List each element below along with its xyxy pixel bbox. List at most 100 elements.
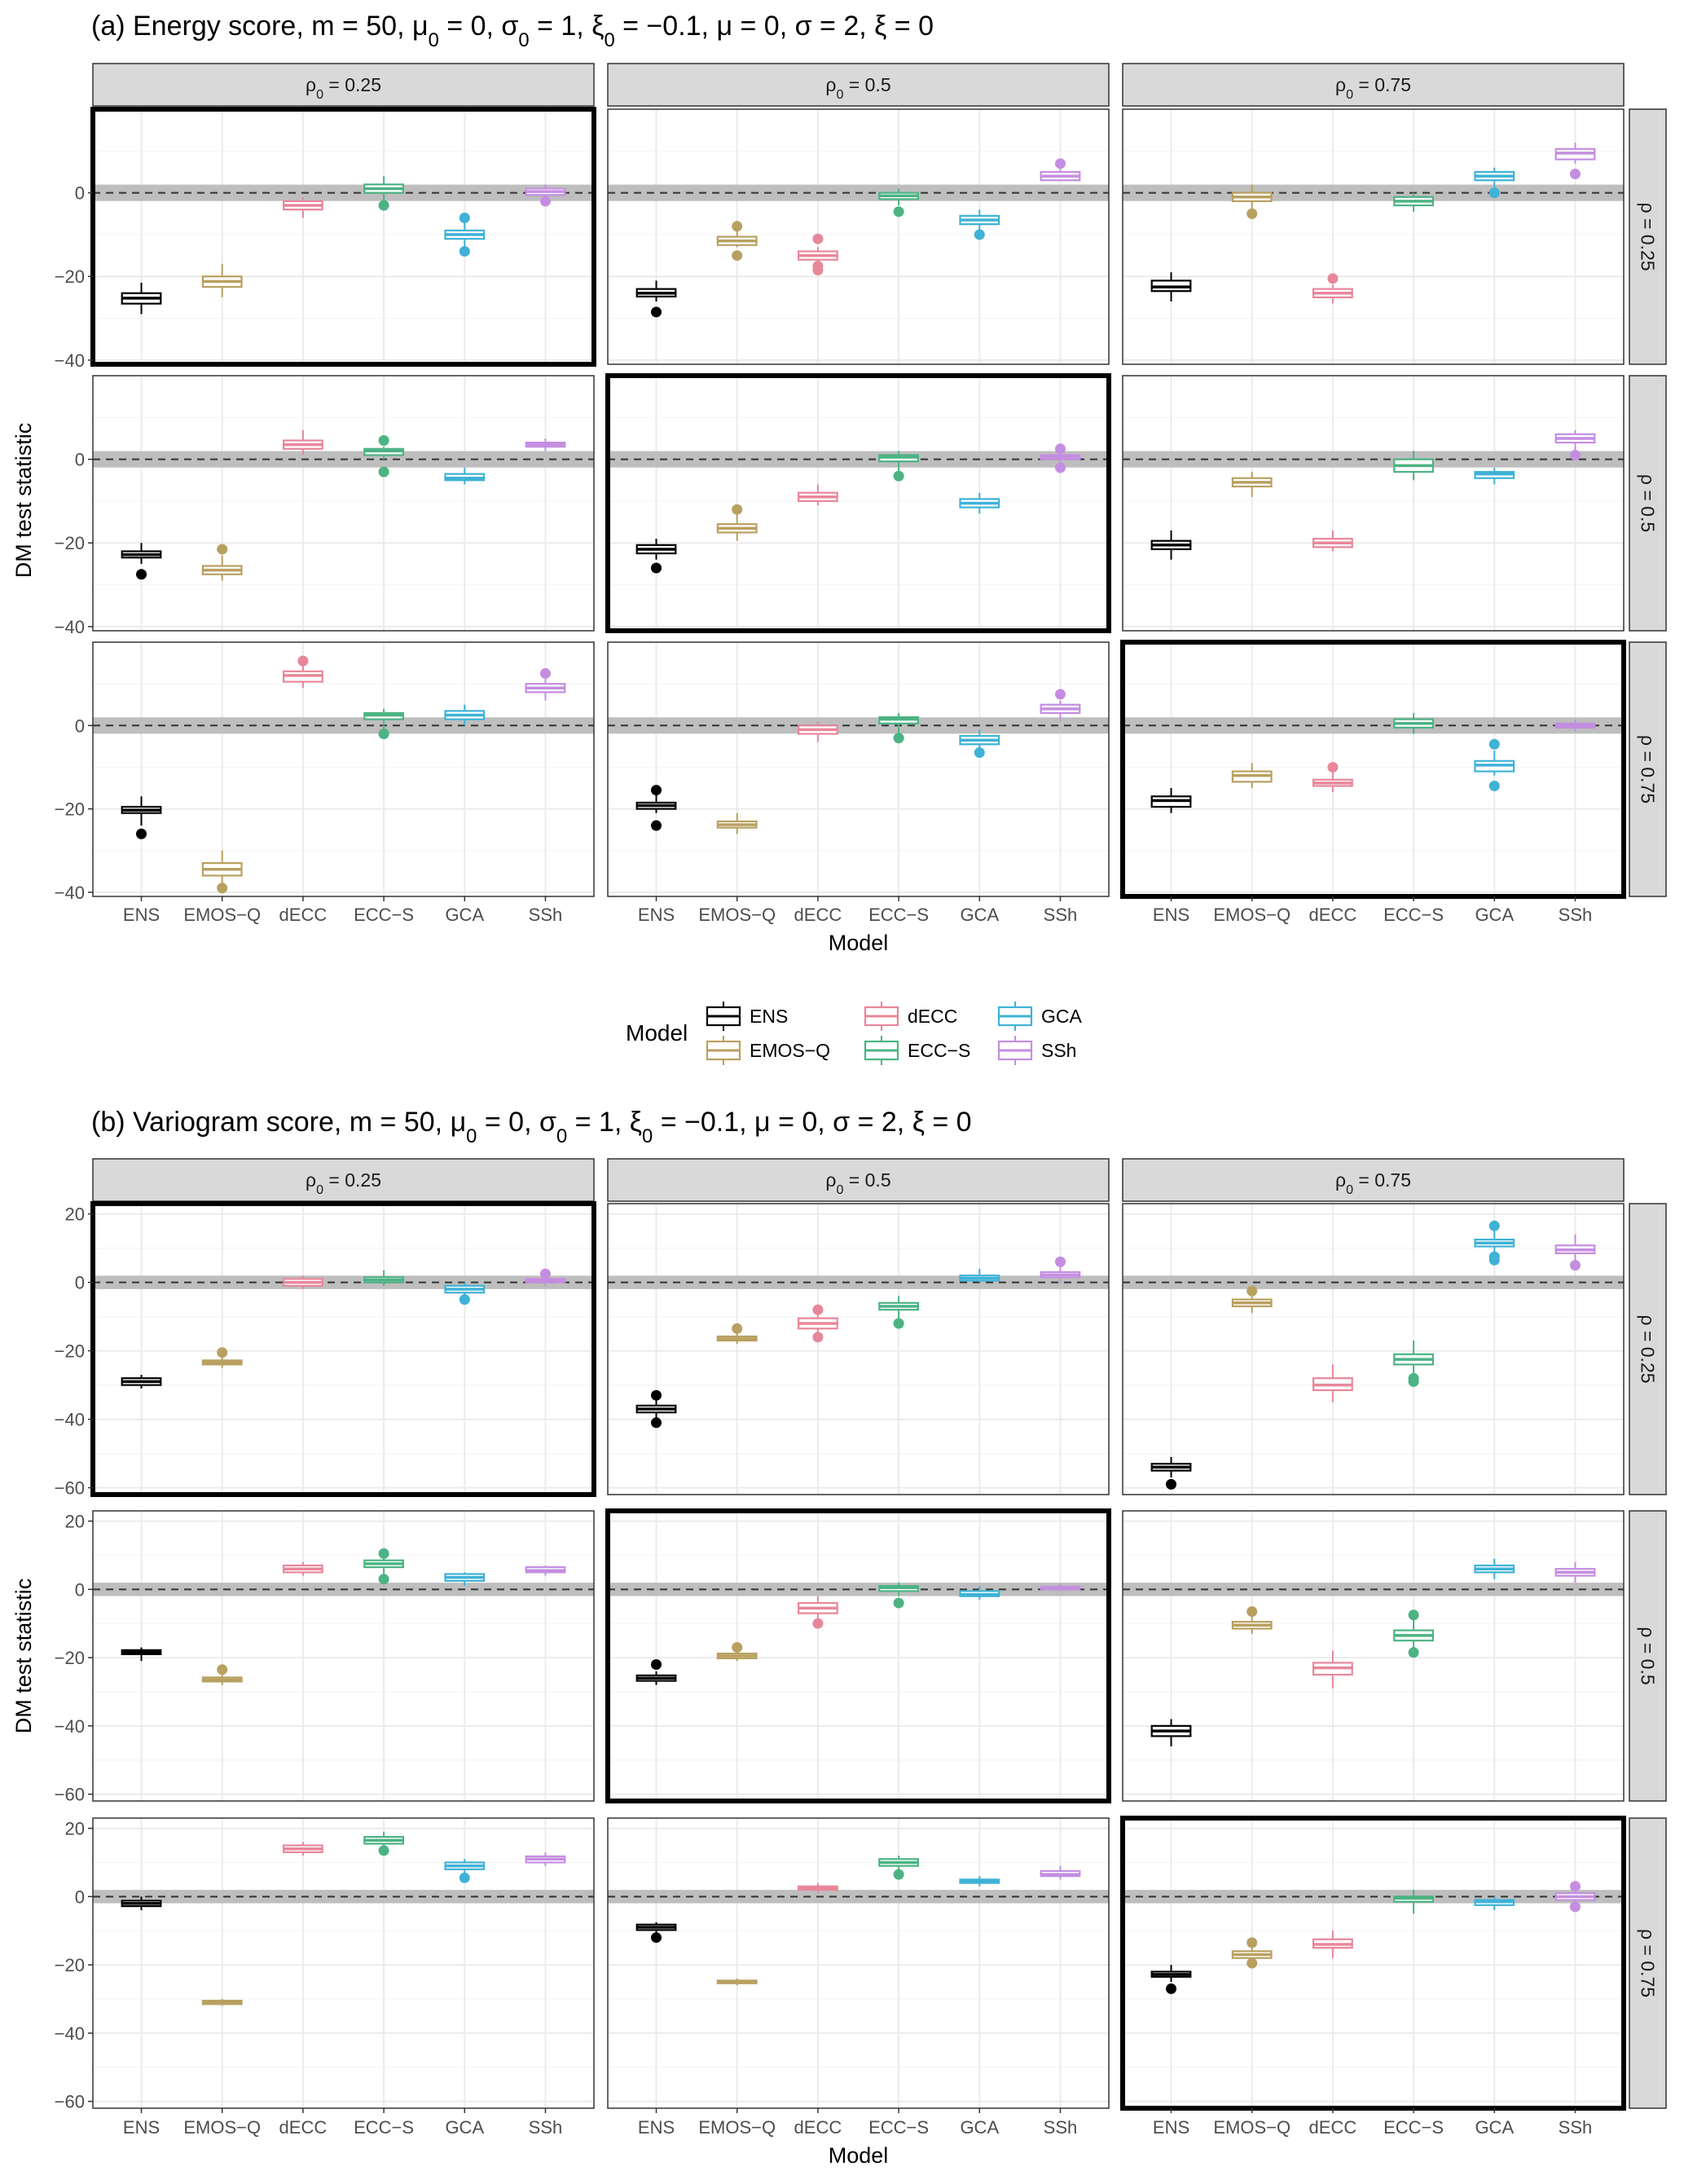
outlier-point: [651, 1932, 662, 1944]
box-decc: [797, 484, 838, 506]
box-ssh: [1554, 143, 1596, 180]
box-decc: [797, 1304, 838, 1343]
box-ssh: [1040, 689, 1081, 722]
panel-border: [92, 1510, 595, 1802]
outlier-point: [1327, 273, 1339, 284]
legend-item: GCA: [997, 1002, 1083, 1031]
box-ecc-s: [363, 176, 405, 211]
column-strip: [1122, 1158, 1625, 1202]
box-decc: [797, 233, 838, 276]
box-gca: [1474, 467, 1515, 485]
outlier-point: [1054, 689, 1066, 700]
outlier-point: [651, 1658, 662, 1670]
x-tick-label: SSh: [1559, 2117, 1593, 2138]
outlier-point: [651, 785, 662, 796]
outlier-point: [1166, 1478, 1177, 1490]
box-ecc-s: [1393, 1609, 1435, 1658]
outlier-point: [1327, 761, 1339, 773]
box-ens: [635, 1658, 677, 1685]
outlier-point: [1408, 1609, 1419, 1621]
outlier-point: [378, 729, 389, 740]
y-tick-label: 20: [65, 1819, 85, 1839]
outlier-point: [459, 212, 470, 223]
x-tick-label: EMOS−Q: [183, 2117, 261, 2138]
row-strip: [1629, 1510, 1667, 1802]
highlighted-panel-border: [1120, 640, 1626, 899]
box-ecc-s: [878, 188, 920, 218]
x-tick-label: GCA: [960, 2117, 999, 2138]
panel-background: [608, 1511, 1109, 1801]
box-ens: [121, 1375, 162, 1389]
outlier-point: [1054, 462, 1066, 473]
panel-r0-c1: [607, 108, 1110, 365]
panel-r1-c1: [605, 373, 1111, 633]
outlier-point: [1488, 780, 1500, 791]
box-ens: [1150, 1456, 1192, 1490]
box-gca: [1474, 1896, 1515, 1911]
box-ens: [635, 1922, 677, 1944]
outlier-point: [651, 820, 662, 831]
outlier-point: [651, 562, 662, 574]
outlier-point: [893, 470, 904, 482]
column-strip-label: ρ0 = 0.75: [1335, 74, 1411, 102]
x-tick-label: dECC: [279, 2117, 328, 2138]
box-ens: [1150, 530, 1192, 560]
box-gca: [959, 492, 1000, 514]
box-ssh: [1554, 429, 1596, 460]
outlier-point: [217, 883, 228, 894]
box-ssh: [525, 184, 566, 207]
outlier-point: [1569, 449, 1581, 460]
highlighted-panel-border: [605, 373, 1111, 633]
outlier-point: [893, 206, 904, 218]
box-ssh: [1554, 1881, 1596, 1913]
box-decc: [282, 429, 323, 456]
box-emos-q: [201, 1664, 243, 1685]
panel-r2-c2: ENS EMOS−Q dECC ECC−S GCA SSh: [1120, 1816, 1626, 2138]
box-ens: [121, 282, 162, 315]
y-tick-label: −20: [55, 533, 85, 553]
panel-background: [1123, 109, 1624, 364]
x-axis-title: Model: [829, 931, 889, 955]
box-decc: [797, 721, 838, 742]
box-gca: [444, 1572, 486, 1587]
x-tick-label: GCA: [445, 905, 484, 925]
outlier-point: [136, 569, 147, 580]
panel-r1-c0: −60 −40 −20 0 20: [55, 1510, 595, 1805]
panel-r0-c2: [1122, 108, 1625, 365]
box-emos-q: [716, 504, 758, 541]
panel-r2-c0: −40 −20 0 ENS EMOS−Q dECC ECC−S GCA SSh: [55, 641, 595, 925]
outlier-point: [893, 1318, 904, 1329]
box-decc: [1312, 530, 1353, 552]
legend-label: GCA: [1041, 1006, 1083, 1027]
outlier-point: [1054, 443, 1066, 455]
box-ens: [1150, 1965, 1192, 1994]
box-gca: [1474, 1220, 1515, 1266]
box-emos-q: [201, 544, 243, 581]
box-decc: [797, 1882, 838, 1894]
x-tick-label: GCA: [1475, 2117, 1514, 2138]
box-ecc-s: [1393, 712, 1435, 734]
legend-item: SSh: [997, 1036, 1076, 1065]
box-gca: [1474, 738, 1515, 791]
x-tick-label: ECC−S: [868, 905, 929, 925]
box-ens: [635, 539, 677, 574]
x-tick-label: ENS: [1153, 905, 1189, 925]
outlier-point: [1569, 1260, 1581, 1271]
panel-background: [1123, 642, 1624, 896]
box-gca: [444, 212, 486, 257]
row-strip-label: ρ = 0.5: [1638, 474, 1659, 532]
x-tick-label: SSh: [1044, 905, 1078, 925]
y-tick-label: −60: [55, 1478, 85, 1499]
box-emos-q: [716, 1642, 758, 1662]
highlighted-panel-border: [605, 1508, 1111, 1803]
panel-border: [1122, 1203, 1625, 1495]
outlier-point: [459, 1294, 470, 1306]
box-ecc-s: [1393, 192, 1435, 212]
panel-r1-c0: −40 −20 0: [55, 375, 595, 637]
box-emos-q: [716, 812, 758, 834]
box-ecc-s: [878, 712, 920, 744]
outlier-point: [459, 1872, 470, 1883]
box-decc: [282, 1275, 323, 1289]
box-gca: [959, 209, 1000, 240]
x-tick-label: EMOS−Q: [698, 2117, 776, 2138]
